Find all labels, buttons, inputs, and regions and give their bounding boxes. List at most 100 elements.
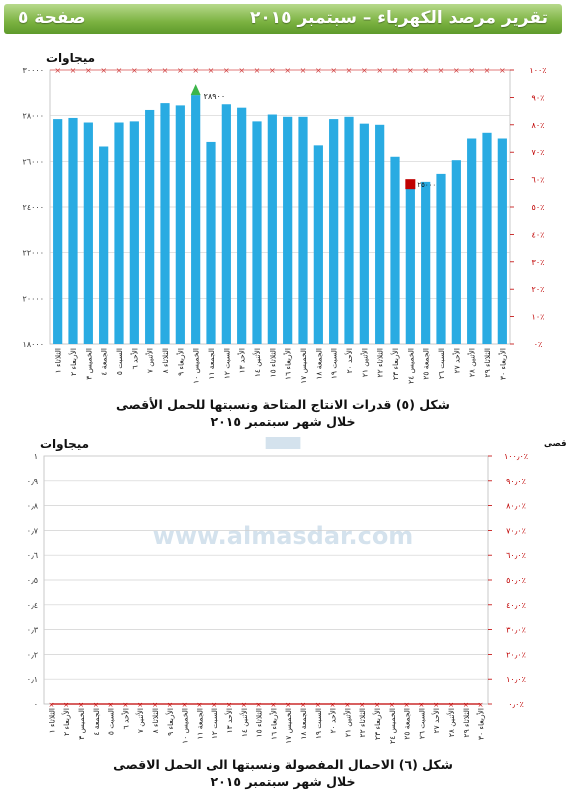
y2-tick-label: ٠٪ bbox=[534, 340, 543, 349]
x-tick-label: السبت ٢٦ bbox=[417, 708, 426, 739]
y-tick-label: ٢٠٠٠٠ bbox=[23, 294, 44, 303]
x-tick-label: الأحد ٦ bbox=[120, 708, 130, 729]
x-tick-label: الثلاثاء ٢٢ bbox=[358, 708, 367, 737]
y-tick-label: ١٨٠٠٠ bbox=[23, 340, 44, 349]
watermark-url: www.almasdar.com bbox=[152, 522, 414, 550]
y-tick-label: ٠٫١ bbox=[27, 675, 38, 684]
y2-tick-label: ٧٠٫٠٪ bbox=[506, 526, 526, 535]
report-title: تقرير مرصد الكهرباء – سبتمبر ٢٠١٥ bbox=[250, 8, 548, 28]
bar bbox=[344, 116, 354, 344]
ratio-point: × bbox=[100, 66, 107, 75]
y-tick-label: ٢٢٠٠٠ bbox=[23, 249, 44, 258]
series-point: × bbox=[418, 701, 424, 709]
capacity-chart: ١٨٠٠٠ ٢٠٠٠٠ ٢٢٠٠٠ ٢٤٠٠٠ ٢٦٠٠٠ ٢٨٠٠٠ ٣٠٠٠٠ ٠٪ ١٠٪… bbox=[23, 51, 547, 384]
bar bbox=[267, 114, 277, 345]
x-tick-label: الأحد ٢٧ bbox=[431, 708, 441, 733]
y-tick-label: ٠٫٨ bbox=[27, 502, 39, 511]
y2-tick-label: ٢٠٫٠٪ bbox=[506, 650, 526, 659]
ratio-point: × bbox=[131, 66, 138, 75]
y2-tick-label: ٤٠٫٠٪ bbox=[506, 601, 526, 610]
y2-tick-label: ١٠٠٫٠٪ bbox=[504, 452, 528, 461]
x-tick-label: الأثنين ٧ bbox=[135, 708, 145, 733]
ratio-point: × bbox=[208, 66, 215, 75]
bar bbox=[390, 156, 400, 344]
y2-tick-label: ٩٠٫٠٪ bbox=[506, 477, 526, 486]
ratio-point: × bbox=[70, 66, 77, 75]
x-tick-label: السبت ١٩ bbox=[330, 348, 339, 379]
chart2-caption-line2: خلال شهر سبتمبر ٢٠١٥ bbox=[210, 774, 356, 789]
max-value-label: ٢٨٩٠٠ bbox=[204, 92, 225, 101]
x-tick-label: الأحد ٦ bbox=[129, 348, 139, 369]
ratio-point: × bbox=[484, 66, 491, 75]
x-tick-label: الأربعاء ١٦ bbox=[268, 708, 278, 740]
y2-tick-label: ٧٠٪ bbox=[532, 148, 545, 157]
series-point: × bbox=[389, 701, 395, 709]
x-tick-label: الجمعة ٤ bbox=[100, 348, 109, 376]
series-point: × bbox=[93, 701, 99, 709]
bar bbox=[129, 121, 139, 344]
max-marker bbox=[190, 84, 201, 96]
bar bbox=[114, 122, 124, 345]
series-point: × bbox=[448, 701, 454, 709]
series-point: × bbox=[78, 701, 84, 709]
ratio-point: × bbox=[116, 66, 123, 75]
bar bbox=[405, 184, 415, 344]
x-tick-label: الأحد ١٣ bbox=[224, 708, 234, 733]
series-point: × bbox=[315, 701, 321, 709]
x-tick-label: الأحد ١٣ bbox=[237, 348, 247, 373]
series-point: × bbox=[152, 701, 158, 709]
y2-tick-label: ١٠٫٠٪ bbox=[506, 675, 526, 684]
bar bbox=[191, 95, 201, 344]
x-tick-label: الثلاثاء ٢٩ bbox=[483, 348, 492, 377]
x-tick-label: الجمعة ٢٥ bbox=[403, 708, 412, 740]
shed-loads-chart: ٠٠٫١٠٫٢٠٫٣٠٫٤٠٫٥٠٫٦٠٫٧٠٫٨٠٫٩١٠٫٠٪١٠٫٠٪٢٠… bbox=[27, 437, 566, 744]
chart1-caption-line2: خلال شهر سبتمبر ٢٠١٥ bbox=[210, 414, 356, 429]
x-tick-label: الجمعة ٤ bbox=[92, 708, 101, 736]
report-header: تقرير مرصد الكهرباء – سبتمبر ٢٠١٥ صفحة ٥ bbox=[4, 4, 562, 34]
x-tick-label: الخميس ٣ bbox=[84, 348, 93, 380]
x-tick-label: السبت ١٢ bbox=[210, 708, 219, 739]
x-tick-label: الخميس ٣ bbox=[77, 708, 86, 740]
x-tick-label: الخميس ١٧ bbox=[284, 708, 293, 744]
y-tick-label: ٣٠٠٠٠ bbox=[23, 66, 44, 75]
y2-tick-label: ٤٠٪ bbox=[532, 230, 545, 239]
series-point: × bbox=[404, 701, 410, 709]
y-tick-label: ١ bbox=[34, 452, 38, 461]
y2-tick-label: ١٠٠٪ bbox=[529, 66, 546, 75]
x-tick-label: الخميس ١٠ bbox=[181, 708, 190, 744]
ratio-point: × bbox=[330, 66, 337, 75]
bar bbox=[252, 121, 262, 344]
y2-axis-title: النسبة للحمل الاقصى bbox=[544, 439, 566, 449]
bar bbox=[283, 116, 293, 344]
bar bbox=[68, 117, 78, 344]
y-tick-label: ٠٫٩ bbox=[27, 477, 38, 486]
x-tick-label: الجمعة ١١ bbox=[195, 708, 204, 740]
y-tick-label: ٠٫٦ bbox=[27, 551, 38, 560]
x-tick-label: السبت ١٩ bbox=[314, 708, 323, 739]
y2-tick-label: ٨٠٪ bbox=[532, 121, 545, 130]
x-tick-label: الثلاثاء ٨ bbox=[151, 708, 160, 733]
x-tick-label: الأربعاء ٣٠ bbox=[476, 708, 486, 740]
watermark-logo: ـ bbox=[266, 360, 302, 472]
x-tick-label: السبت ٢٦ bbox=[437, 348, 446, 379]
x-tick-label: الأحد ٢٧ bbox=[451, 348, 461, 373]
x-tick-label: الخميس ٢٤ bbox=[388, 708, 397, 744]
ratio-point: × bbox=[392, 66, 399, 75]
ratio-point: × bbox=[453, 66, 460, 75]
min-marker bbox=[405, 179, 416, 190]
ratio-point: × bbox=[284, 66, 291, 75]
ratio-point: × bbox=[85, 66, 92, 75]
bar bbox=[451, 160, 461, 344]
series-point: × bbox=[48, 701, 54, 709]
series-point: × bbox=[270, 701, 276, 709]
series-point: × bbox=[167, 701, 173, 709]
ratio-point: × bbox=[54, 66, 61, 75]
x-tick-label: الثلاثاء ١ bbox=[54, 348, 63, 373]
x-tick-label: الخميس ١٠ bbox=[192, 348, 201, 384]
series-point: × bbox=[478, 701, 484, 709]
x-tick-label: الجمعة ١٨ bbox=[299, 708, 308, 740]
series-point: × bbox=[463, 701, 469, 709]
bar bbox=[237, 107, 247, 344]
bar bbox=[83, 122, 93, 345]
series-point: × bbox=[226, 701, 232, 709]
